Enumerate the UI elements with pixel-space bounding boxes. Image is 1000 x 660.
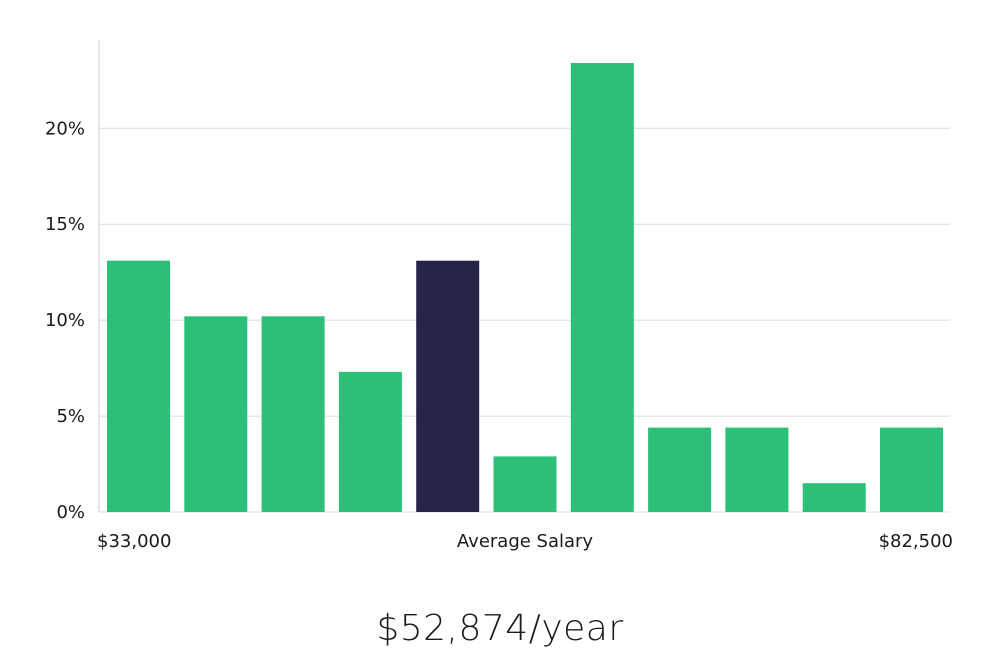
y-tick-label: 5%: [56, 406, 85, 427]
bar: [184, 316, 248, 512]
bar: [570, 63, 634, 512]
bar: [493, 456, 557, 512]
y-tick-label: 10%: [45, 310, 85, 331]
salary-histogram: 0% 5% 10% 15% 20% $33,000 Average Salary $82…: [45, 40, 953, 552]
bar: [648, 427, 712, 512]
bars: [107, 63, 943, 512]
bar: [802, 483, 866, 512]
bar: [338, 371, 402, 512]
x-min-label: $33,000: [97, 531, 171, 552]
y-tick-labels: 0% 5% 10% 15% 20%: [45, 118, 85, 523]
y-tick-label: 0%: [56, 502, 85, 523]
bar: [261, 316, 325, 512]
average-salary-value: $52,874/year: [376, 608, 624, 649]
bar: [880, 427, 943, 512]
bar: [725, 427, 789, 512]
y-tick-label: 15%: [45, 214, 85, 235]
x-max-label: $82,500: [879, 531, 953, 552]
bar: [107, 260, 170, 512]
x-center-label: Average Salary: [457, 531, 594, 552]
y-tick-label: 20%: [45, 118, 85, 139]
bar-highlighted: [416, 260, 480, 512]
